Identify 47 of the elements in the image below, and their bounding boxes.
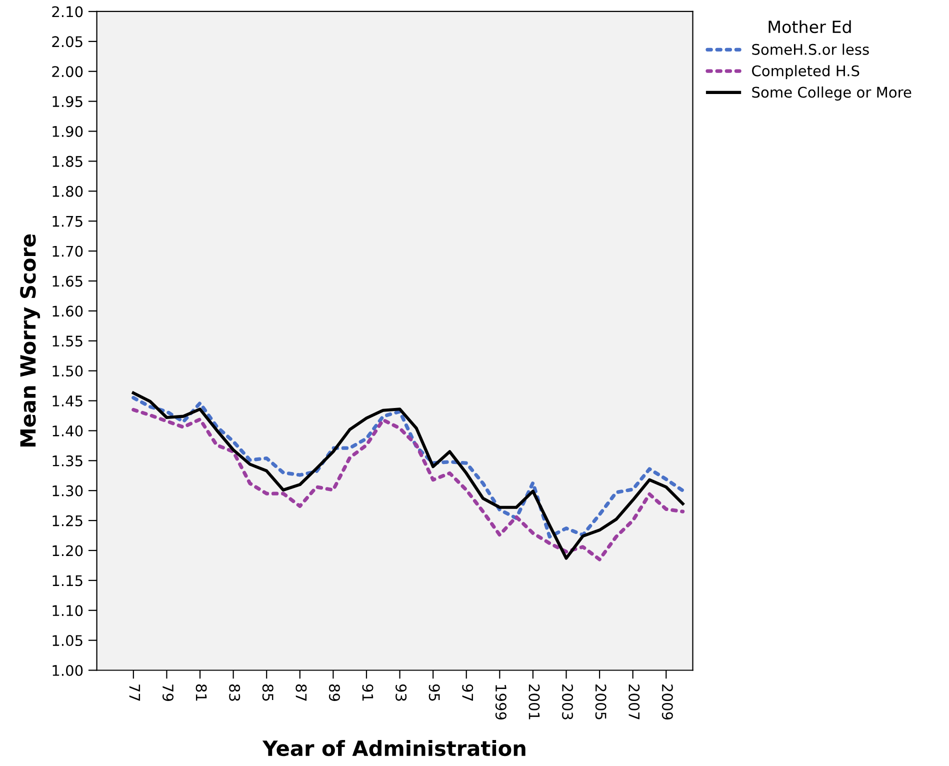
y-tick-label: 1.85 — [52, 156, 82, 167]
y-tick-label: 1.00 — [52, 664, 83, 676]
y-tick-label: 1.60 — [52, 306, 83, 317]
legend-label: SomeH.S.or less — [752, 44, 869, 55]
y-tick-label: 1.50 — [52, 366, 83, 377]
legend-label: Completed H.S — [752, 65, 860, 80]
y-tick-label: 1.95 — [52, 96, 82, 108]
legend-title: Mother Ed — [768, 20, 851, 34]
x-tick-label: 91 — [362, 684, 374, 701]
x-tick-label: 2003 — [562, 684, 574, 720]
y-tick-label: 2.05 — [52, 36, 82, 48]
y-tick-label: 1.25 — [52, 515, 82, 526]
y-tick-label: 1.20 — [52, 545, 83, 556]
y-tick-label: 1.65 — [52, 276, 82, 287]
x-tick-label: 87 — [296, 684, 307, 701]
y-tick-label: 1.40 — [52, 425, 83, 436]
y-tick-label: 1.80 — [52, 186, 83, 197]
x-tick-label: 79 — [162, 684, 174, 701]
x-tick-label: 97 — [462, 684, 474, 701]
y-tick-label: 1.90 — [52, 126, 83, 138]
y-tick-label: 1.05 — [52, 635, 82, 646]
x-tick-label: 85 — [262, 684, 274, 701]
x-tick-label: 1999 — [495, 685, 506, 720]
x-tick-label: 93 — [396, 684, 407, 701]
y-tick-label: 2.00 — [52, 66, 83, 78]
x-tick-label: 2009 — [662, 684, 673, 720]
y-tick-label: 1.15 — [52, 575, 82, 586]
x-tick-label: 95 — [428, 684, 440, 701]
legend-label: Some College or More — [752, 86, 912, 101]
line-series — [132, 396, 685, 539]
y-tick-label: 1.10 — [52, 605, 83, 616]
x-tick-label: 77 — [129, 684, 140, 701]
y-tick-label: 1.55 — [52, 336, 82, 347]
x-tick-label: 2007 — [628, 684, 640, 720]
x-tick-label: 81 — [196, 684, 207, 701]
x-axis-title: Year of Administration — [262, 740, 526, 756]
y-tick-label: 1.35 — [52, 455, 82, 466]
y-tick-label: 1.30 — [52, 485, 83, 496]
x-tick-label: 83 — [229, 684, 240, 701]
x-tick-label: 2001 — [528, 684, 540, 720]
x-tick-label: 2005 — [595, 684, 606, 720]
x-tick-label: 89 — [328, 684, 340, 701]
y-tick-label: 1.70 — [52, 246, 83, 257]
y-tick-label: 2.10 — [52, 6, 83, 18]
y-tick-label: 1.75 — [52, 216, 82, 227]
y-axis-title: Mean Worry Score — [20, 234, 40, 446]
y-tick-label: 1.45 — [52, 396, 82, 407]
